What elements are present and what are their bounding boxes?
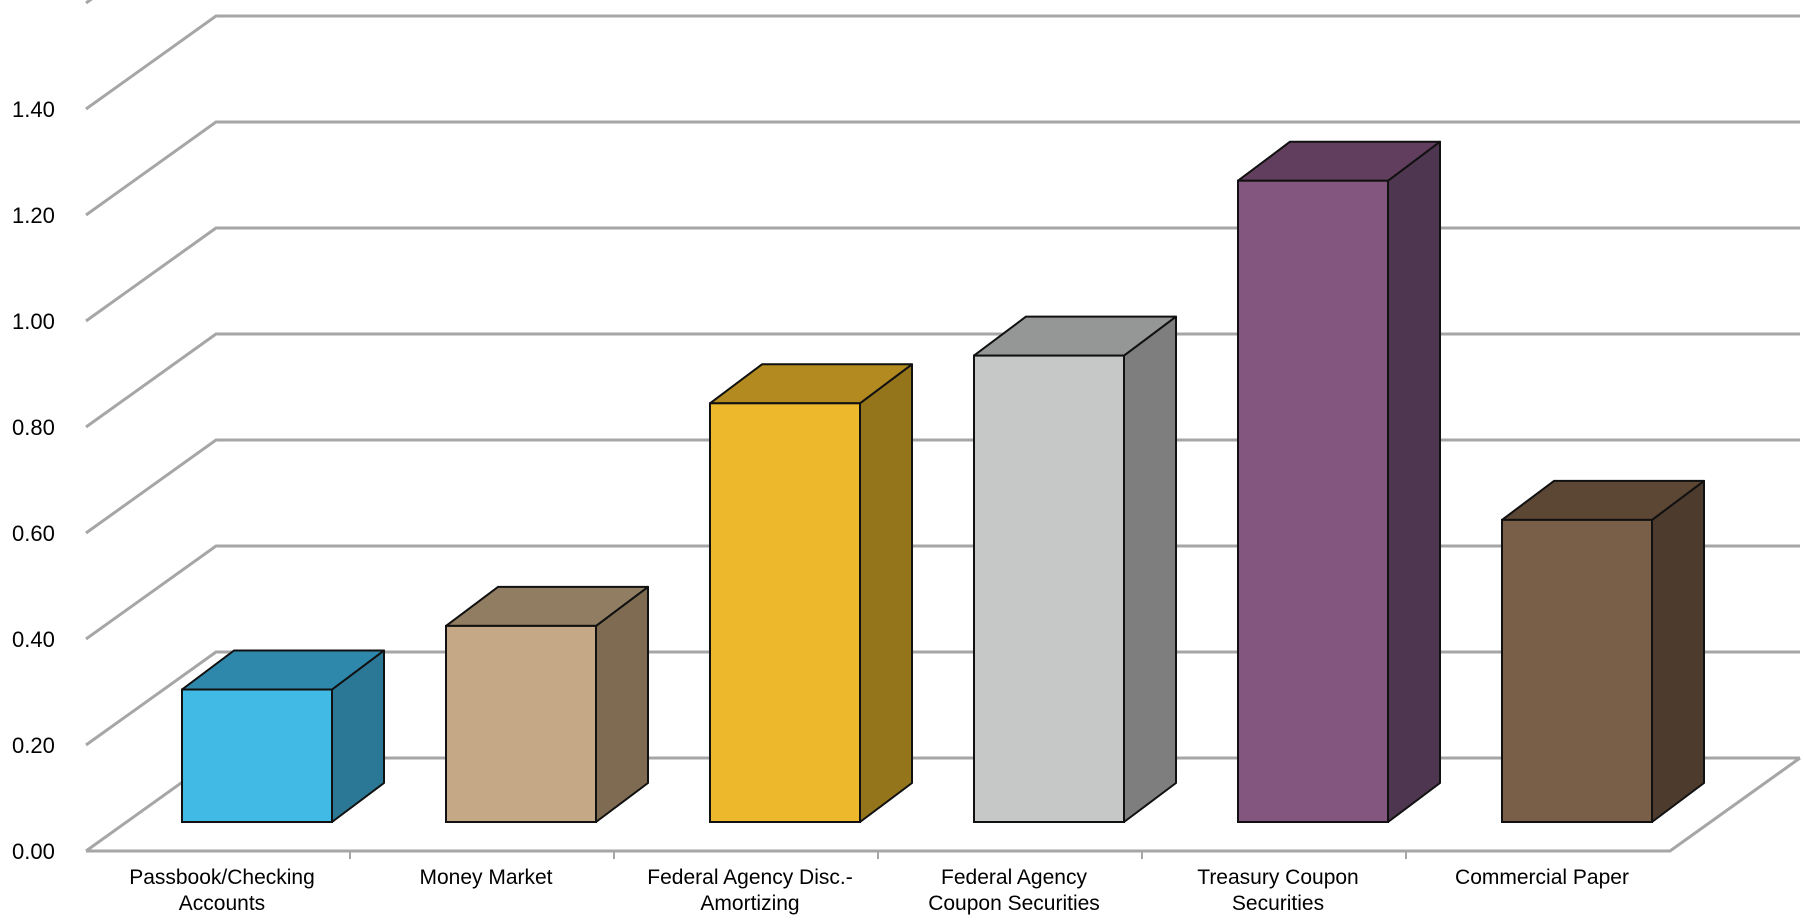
grid-layer <box>85 0 1800 853</box>
bar-front-face <box>1501 518 1653 824</box>
category-label-line: Money Market <box>419 866 552 889</box>
y-tick-label: 1.40 <box>12 97 55 122</box>
bar-side-face <box>1123 315 1177 823</box>
y-tick-label: 0.80 <box>12 415 55 440</box>
category-label-line: Accounts <box>179 892 265 915</box>
gridline <box>85 120 1800 217</box>
x-category-label: Money Market <box>419 866 552 889</box>
y-tick-label: 1.00 <box>12 309 55 334</box>
bar <box>973 315 1177 823</box>
x-category-label: Passbook/Checking Accounts <box>129 866 315 915</box>
gridline <box>85 332 1800 429</box>
category-label-line: Federal Agency Disc.- <box>647 866 852 889</box>
bar <box>181 649 385 823</box>
x-category-label: Federal Agency Coupon Securities <box>928 866 1100 915</box>
x-category-label: Federal Agency Disc.- Amortizing <box>647 866 852 915</box>
category-label-line: Amortizing <box>700 892 799 915</box>
category-label-line: Treasury Coupon <box>1197 866 1358 889</box>
category-label-line: Securities <box>1232 892 1324 915</box>
bar-side-face <box>1387 140 1441 823</box>
y-tick-label: 0.40 <box>12 627 55 652</box>
x-category-label: Commercial Paper <box>1455 866 1629 889</box>
bar-side-face <box>859 363 913 823</box>
bar-side-face <box>595 585 649 823</box>
bar-side-face <box>1651 479 1705 823</box>
gridline <box>85 226 1800 323</box>
bar-front-face <box>181 688 333 823</box>
bar <box>1237 140 1441 823</box>
axis-layer <box>86 756 1801 859</box>
category-label-line: Commercial Paper <box>1455 866 1629 889</box>
y-tick-label: 0.00 <box>12 839 55 864</box>
bar-front-face <box>973 354 1125 823</box>
bar-front-face <box>709 402 861 823</box>
category-label-line: Coupon Securities <box>928 892 1100 915</box>
y-tick-labels: 0.00 0.20 0.40 0.60 0.80 1.00 1.20 1.40 <box>12 97 55 864</box>
category-label-line: Passbook/Checking <box>129 866 315 889</box>
bar-front-face <box>445 624 597 824</box>
y-tick-label: 1.20 <box>12 203 55 228</box>
bar <box>709 363 913 823</box>
y-tick-label: 0.20 <box>12 733 55 758</box>
y-tick-label: 0.60 <box>12 521 55 546</box>
gridline <box>85 0 93 5</box>
x-category-labels: Passbook/Checking Accounts Money Market Fed… <box>129 866 1629 915</box>
x-category-label: Treasury Coupon Securities <box>1197 866 1358 915</box>
gridline <box>85 14 1800 111</box>
bar-front-face <box>1237 179 1389 823</box>
bar <box>445 585 649 824</box>
bar <box>1501 479 1705 824</box>
bar-layer <box>181 140 1705 824</box>
category-label-line: Federal Agency <box>941 866 1087 889</box>
